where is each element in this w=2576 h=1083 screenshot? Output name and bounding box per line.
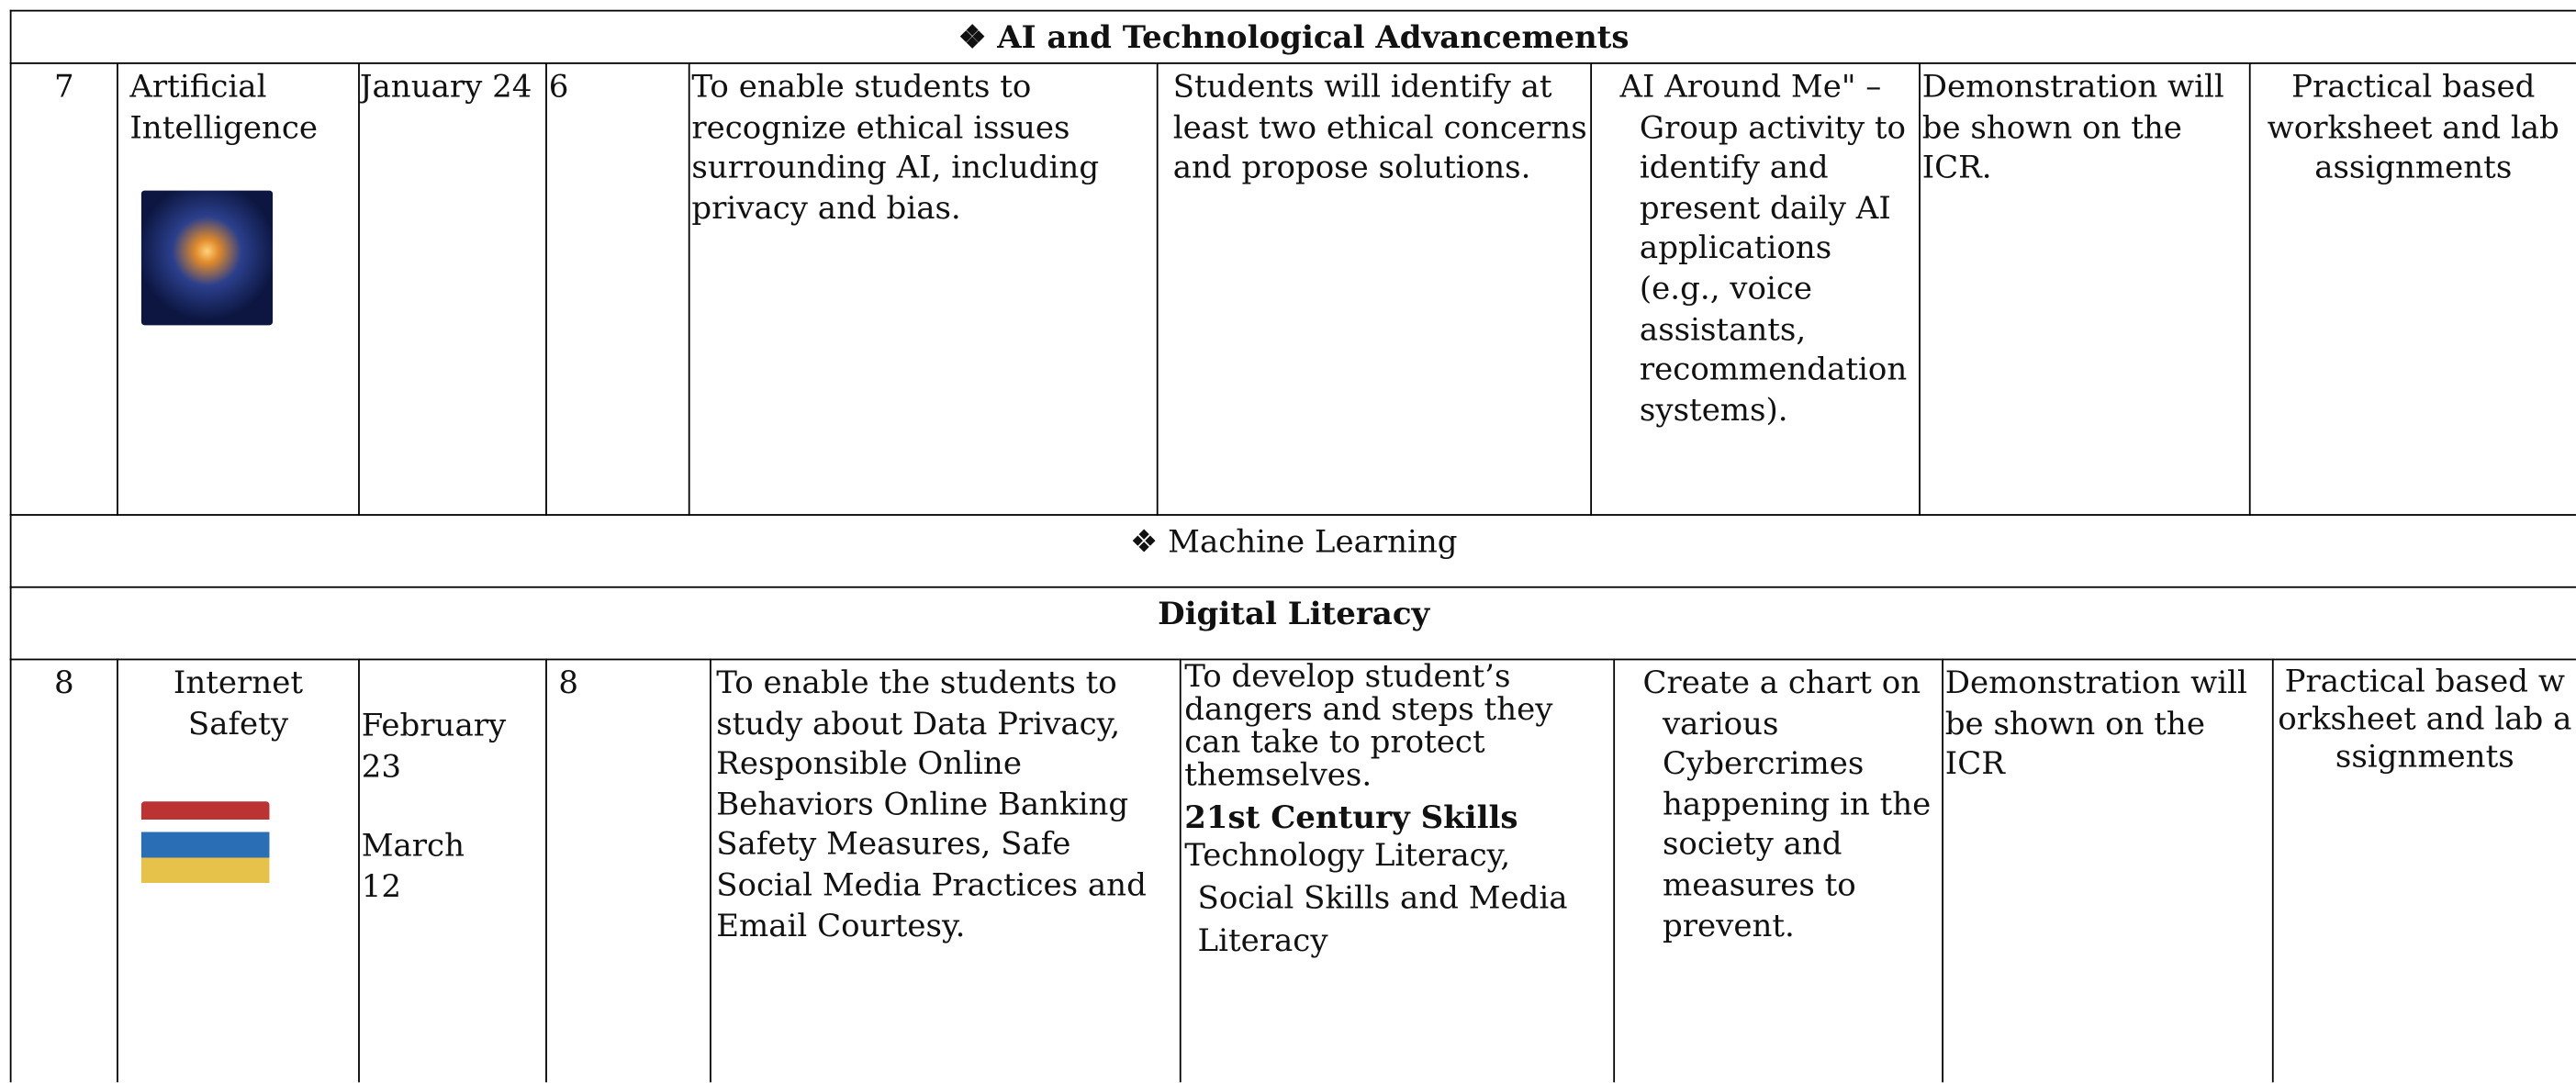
skills-heading: 21st Century Skills bbox=[1184, 799, 1518, 836]
cell-date: January 24 bbox=[358, 62, 546, 516]
topic: Artificial Intelligence bbox=[129, 69, 319, 146]
safety-image bbox=[140, 801, 270, 904]
cell-periods: 8 bbox=[545, 658, 711, 1083]
cell-topic: Internet Safety bbox=[117, 658, 359, 1083]
cell-method: Demonstration will be shown on the ICR. bbox=[1919, 62, 2249, 516]
date: March 12 bbox=[361, 828, 465, 905]
topic: Internet Safety bbox=[173, 664, 303, 742]
cell-number: 7 bbox=[9, 62, 118, 516]
cell-outcome: To develop student’s dangers and steps t… bbox=[1179, 658, 1614, 1083]
cell-objective: To enable students to recognize ethical … bbox=[688, 62, 1157, 516]
section-header: Digital Literacy bbox=[9, 586, 2576, 661]
date: February 23 bbox=[361, 708, 507, 785]
cell-topic: Artificial Intelligence bbox=[117, 62, 359, 516]
cell-date: February 23 March 12 bbox=[358, 658, 546, 1083]
cell-assessment: Practical based worksheet and lab assign… bbox=[2271, 658, 2576, 1083]
outcome: To develop student’s dangers and steps t… bbox=[1184, 658, 1553, 794]
cell-outcome: Students will identify at least two ethi… bbox=[1156, 62, 1591, 516]
cell-method: Demonstration will be shown on the ICR bbox=[1942, 658, 2272, 1083]
cell-activity: AI Around Me" – Group activity to identi… bbox=[1590, 62, 1920, 516]
cell-periods: 6 bbox=[545, 62, 689, 516]
cell-objective: To enable the students to study about Da… bbox=[710, 658, 1180, 1083]
skills: Technology Literacy, Social Skills and M… bbox=[1184, 837, 1568, 960]
cell-activity: Create a chart on various Cybercrimes ha… bbox=[1613, 658, 1943, 1083]
cell-number: 8 bbox=[9, 658, 118, 1083]
section-header: ❖ AI and Technological Advancements bbox=[9, 9, 2576, 64]
section-header: ❖ Machine Learning bbox=[9, 514, 2576, 588]
ai-image bbox=[140, 190, 274, 326]
cell-assessment: Practical based worksheet and lab assign… bbox=[2248, 62, 2576, 516]
